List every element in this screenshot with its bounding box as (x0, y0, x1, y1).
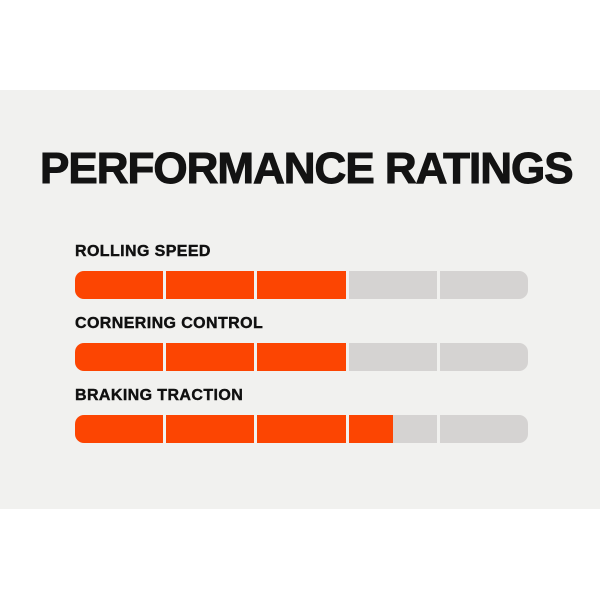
rating-segment-fill (166, 415, 255, 443)
rating-segment (348, 343, 437, 371)
rating-bar (75, 271, 528, 299)
rating-segment-fill (257, 343, 346, 371)
rating-segment (75, 271, 164, 299)
rating-label: ROLLING SPEED (75, 243, 211, 260)
rating-segment (348, 271, 437, 299)
rating-segment-fill (166, 271, 255, 299)
rating-row: CORNERING CONTROL (75, 315, 528, 371)
rating-row: ROLLING SPEED (75, 243, 528, 299)
rating-segment-fill (257, 415, 346, 443)
rating-segment (257, 415, 346, 443)
rating-bar (75, 415, 528, 443)
performance-ratings-panel: PERFORMANCE RATINGS ROLLING SPEED CORNERI… (0, 90, 600, 509)
rating-segment-fill (166, 343, 255, 371)
rating-label: CORNERING CONTROL (75, 315, 264, 332)
rating-segment (257, 343, 346, 371)
rating-segment-fill (75, 271, 164, 299)
ratings-list: ROLLING SPEED CORNERING CONTROL BRAKING TR… (75, 243, 528, 443)
rating-segment-fill (348, 415, 393, 443)
rating-segment (166, 415, 255, 443)
rating-segment-fill (75, 343, 164, 371)
page-title: PERFORMANCE RATINGS (40, 144, 575, 193)
rating-segment (75, 415, 164, 443)
rating-segment (166, 271, 255, 299)
rating-segment-fill (75, 415, 164, 443)
rating-bar (75, 343, 528, 371)
rating-segment-fill (257, 271, 346, 299)
rating-segment (439, 415, 528, 443)
rating-row: BRAKING TRACTION (75, 387, 528, 443)
rating-segment (348, 415, 437, 443)
rating-segment (257, 271, 346, 299)
rating-segment (166, 343, 255, 371)
rating-segment (439, 343, 528, 371)
rating-segment (439, 271, 528, 299)
rating-segment (75, 343, 164, 371)
rating-label: BRAKING TRACTION (75, 387, 244, 404)
